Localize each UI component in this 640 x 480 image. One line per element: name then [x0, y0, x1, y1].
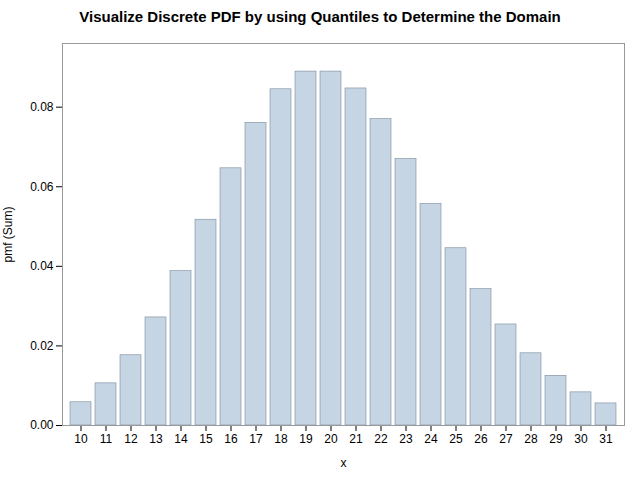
- svg-text:11: 11: [100, 432, 113, 446]
- svg-text:28: 28: [524, 432, 538, 446]
- svg-text:16: 16: [224, 432, 238, 446]
- svg-text:14: 14: [174, 432, 188, 446]
- svg-text:19: 19: [299, 432, 313, 446]
- svg-text:20: 20: [324, 432, 338, 446]
- svg-text:27: 27: [499, 432, 513, 446]
- svg-text:12: 12: [124, 432, 138, 446]
- svg-text:0.06: 0.06: [30, 180, 54, 194]
- svg-text:26: 26: [474, 432, 488, 446]
- svg-text:10: 10: [74, 432, 88, 446]
- svg-text:0.02: 0.02: [30, 339, 54, 353]
- svg-text:18: 18: [274, 432, 288, 446]
- svg-text:0.04: 0.04: [30, 259, 54, 273]
- svg-text:0.00: 0.00: [30, 418, 54, 432]
- svg-text:30: 30: [574, 432, 588, 446]
- svg-text:24: 24: [424, 432, 438, 446]
- svg-text:13: 13: [149, 432, 163, 446]
- svg-text:29: 29: [549, 432, 563, 446]
- svg-text:21: 21: [349, 432, 363, 446]
- svg-text:x: x: [341, 456, 347, 470]
- svg-text:22: 22: [374, 432, 388, 446]
- html-text:Visualize Discrete PDF by usin: Visualize Discrete PDF by using Quantile…: [79, 8, 561, 25]
- svg-text:25: 25: [449, 432, 463, 446]
- svg-text:23: 23: [399, 432, 413, 446]
- svg-text:pmf (Sum): pmf (Sum): [1, 206, 15, 262]
- svg-text:17: 17: [249, 432, 263, 446]
- svg-text:0.08: 0.08: [30, 100, 54, 114]
- svg-text:31: 31: [599, 432, 613, 446]
- svg-text:15: 15: [199, 432, 213, 446]
